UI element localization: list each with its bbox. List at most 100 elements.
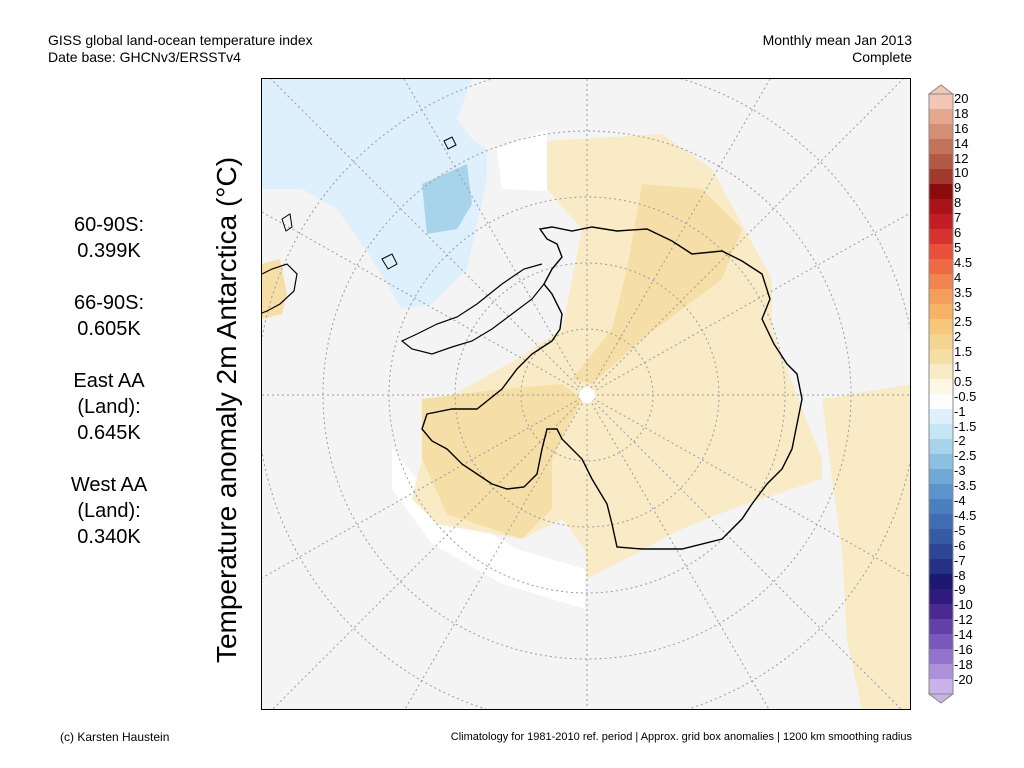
color-bar-swatch <box>929 559 953 575</box>
color-bar-label: 8 <box>954 195 962 211</box>
color-bar-swatch <box>929 259 953 275</box>
color-bar-label: -2 <box>954 433 966 449</box>
color-bar-label: 4.5 <box>954 254 973 270</box>
neutral-anomaly-patch <box>392 447 585 609</box>
stat-60-90s: 60-90S: 0.399K <box>54 212 164 264</box>
stat-west-aa: West AA (Land): 0.340K <box>54 472 164 550</box>
color-bar-swatch <box>929 619 953 635</box>
color-bar-swatch <box>929 304 953 320</box>
color-bar-swatch <box>929 244 953 260</box>
color-bar-label: -12 <box>954 612 973 628</box>
stat-region: East AA (Land): <box>73 370 145 418</box>
color-bar-swatch <box>929 409 953 425</box>
period-line-2: Complete <box>852 49 912 65</box>
stat-value: 0.645K <box>77 422 141 444</box>
color-bar-label: 2.5 <box>954 314 973 330</box>
color-bar-swatch <box>929 274 953 290</box>
color-bar-swatch <box>929 169 953 185</box>
color-bar-label: 12 <box>954 150 969 166</box>
color-bar-swatch <box>929 319 953 335</box>
color-bar-swatch <box>929 199 953 215</box>
color-bar-swatch <box>929 184 953 200</box>
stat-value: 0.340K <box>77 526 141 548</box>
color-bar-label: 0.5 <box>954 373 973 389</box>
color-bar <box>928 84 954 704</box>
warm-anomaly-region-east <box>822 384 910 709</box>
color-bar-label: 14 <box>954 135 969 151</box>
regional-stats: 60-90S: 0.399K 66-90S: 0.605K East AA (L… <box>54 212 164 576</box>
color-bar-label: -14 <box>954 627 973 643</box>
color-bar-swatch <box>929 544 953 560</box>
south-pole-marker <box>579 387 595 403</box>
stat-66-90s: 66-90S: 0.605K <box>54 290 164 342</box>
warmer-anomaly-wedge <box>572 184 742 384</box>
color-bar-labels: 20 18 16 14 12 10 9 8 7 6 5 4.5 4 3.5 3 2.5 2 1.5 1 0.5 -0.5… <box>954 91 1014 688</box>
color-bar-label: 16 <box>954 120 969 136</box>
color-bar-label: -10 <box>954 597 973 613</box>
color-bar-label: -6 <box>954 537 966 553</box>
color-bar-swatch <box>929 94 953 110</box>
color-bar-label: 1.5 <box>954 344 973 360</box>
color-bar-swatch <box>929 424 953 440</box>
color-bar-swatch <box>929 604 953 620</box>
island-outline <box>381 253 398 270</box>
color-bar-label: -0.5 <box>954 388 977 404</box>
color-bar-swatch <box>929 229 953 245</box>
color-bar-swatch <box>929 499 953 515</box>
cold-anomaly-core <box>422 164 472 234</box>
color-bar-swatch <box>929 679 953 695</box>
island-outline <box>443 136 457 150</box>
color-bar-label: -4 <box>954 493 966 509</box>
island-outline <box>281 213 293 232</box>
color-bar-swatch <box>929 574 953 590</box>
color-bar-swatch <box>929 154 953 170</box>
color-bar-label: -3.5 <box>954 478 977 494</box>
color-bar-label: 1 <box>954 359 962 375</box>
stat-region: West AA (Land): <box>70 474 148 522</box>
color-bar-label: -20 <box>954 671 973 687</box>
color-bar-swatch <box>929 364 953 380</box>
warmer-anomaly-ross <box>422 384 582 539</box>
color-bar-swatch <box>929 469 953 485</box>
south-america-coastline <box>262 263 298 314</box>
color-bar-label: -16 <box>954 641 973 657</box>
credit-text: (c) Karsten Haustein <box>60 730 170 744</box>
color-bar-label: 5 <box>954 239 962 255</box>
color-bar-swatch <box>929 139 953 155</box>
period-block: Monthly mean Jan 2013 Complete <box>763 32 912 66</box>
color-bar-top-cap <box>928 84 954 95</box>
color-bar-label: 3 <box>954 299 962 315</box>
color-bar-label: -2.5 <box>954 448 977 464</box>
color-bar-swatch <box>929 214 953 230</box>
color-bar-label: 6 <box>954 225 962 241</box>
antarctica-coastline <box>421 226 803 550</box>
color-bar-swatch <box>929 394 953 410</box>
color-bar-label: -3 <box>954 463 966 479</box>
color-bar-label: 9 <box>954 180 962 196</box>
color-bar-label: 10 <box>954 165 969 181</box>
color-bar-swatch <box>929 484 953 500</box>
polar-map <box>262 79 910 709</box>
color-bar-swatch <box>929 589 953 605</box>
color-bar-swatch <box>929 334 953 350</box>
color-bar-label: -5 <box>954 522 966 538</box>
color-bar-label: 20 <box>954 91 969 106</box>
map-panel <box>261 78 911 710</box>
title-block: GISS global land-ocean temperature index… <box>48 32 313 66</box>
color-bar-label: 7 <box>954 210 962 226</box>
antarctic-peninsula-coastline <box>400 263 545 355</box>
color-bar-label: 18 <box>954 105 969 121</box>
stat-value: 0.605K <box>77 318 141 340</box>
axis-label: Temperature anomaly 2m Antarctica (°C) <box>211 156 242 664</box>
color-bar-swatch <box>929 349 953 365</box>
title-line-1: GISS global land-ocean temperature index <box>48 32 313 48</box>
neutral-anomaly-patch <box>497 129 547 191</box>
reference-note: Climatology for 1981-2010 ref. period | … <box>450 731 912 743</box>
color-bar-swatch <box>929 649 953 665</box>
color-bar-label: 3.5 <box>954 284 973 300</box>
color-bar-swatch <box>929 289 953 305</box>
color-bar-swatch <box>929 634 953 650</box>
color-bar-label: -1.5 <box>954 418 977 434</box>
color-bar-swatch <box>929 664 953 680</box>
color-bar-swatch <box>929 529 953 545</box>
